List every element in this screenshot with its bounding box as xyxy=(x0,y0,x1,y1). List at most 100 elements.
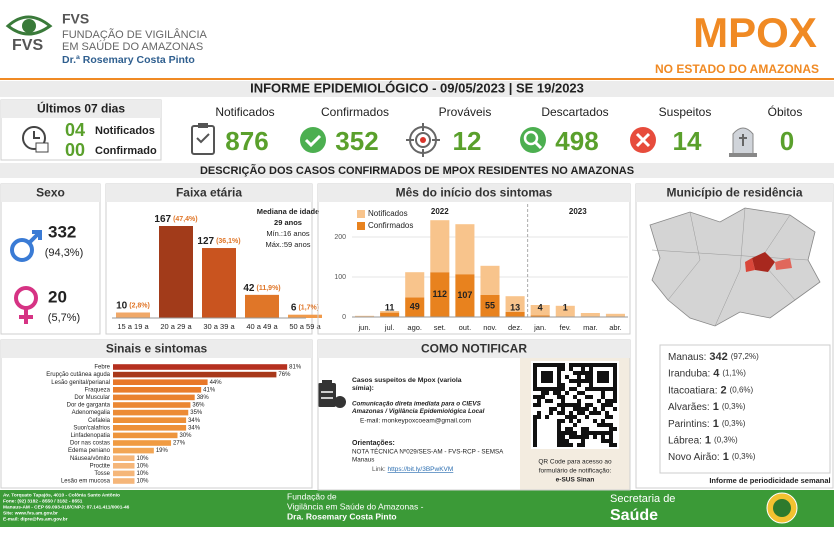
municipality-row: Lábrea: 1 (0,3%) xyxy=(668,434,738,446)
qr-cell xyxy=(593,387,597,391)
x-tick-label: 20 a 29 a xyxy=(160,322,192,331)
bar xyxy=(113,470,135,477)
y-tick-label: 200 xyxy=(334,234,346,241)
qr-cell xyxy=(605,363,609,367)
municipality-percent: (1,1%) xyxy=(722,369,746,378)
footer-secretariat: Secretaria de xyxy=(610,493,675,505)
municipality-percent: (0,3%) xyxy=(732,452,756,461)
qr-cell xyxy=(589,363,593,367)
municipality-name: Parintins: xyxy=(668,418,710,429)
qr-cell xyxy=(601,419,605,423)
cases-text: Casos suspeitos de Mpox (variola xyxy=(352,377,462,384)
municipality-value: 2 xyxy=(720,384,726,396)
y-tick-label: Lesão em mucosa xyxy=(61,479,111,485)
data-label: 10% xyxy=(137,479,150,485)
qr-cell xyxy=(593,435,597,439)
bar-segment xyxy=(430,272,450,317)
qr-cell xyxy=(609,403,613,407)
footer xyxy=(0,490,834,527)
data-label: 10% xyxy=(137,463,150,469)
qr-cell xyxy=(589,383,593,387)
panel-title: Mês do início dos sintomas xyxy=(396,186,553,200)
bar xyxy=(113,463,135,469)
bar-segment xyxy=(455,274,475,317)
qr-cell xyxy=(601,435,605,439)
qr-cell xyxy=(609,423,613,427)
qr-cell xyxy=(573,395,577,399)
x-tick-label: mar. xyxy=(583,323,598,332)
bar-value: 127 xyxy=(197,236,214,247)
qr-cell xyxy=(589,375,593,379)
last-days-header xyxy=(1,100,161,118)
data-label: 112 xyxy=(433,289,448,299)
link[interactable]: https://bit.ly/3BPwKVM xyxy=(388,466,454,473)
qr-cell xyxy=(569,411,573,415)
qr-cell xyxy=(557,371,561,375)
qr-cell xyxy=(609,415,613,419)
x-tick-label: fev. xyxy=(559,323,571,332)
x-tick-label: jan. xyxy=(533,323,546,332)
qr-cell xyxy=(533,419,537,423)
kpi-label: Prováveis xyxy=(439,105,492,119)
legend-swatch xyxy=(357,210,365,218)
municipality-percent: (97,2%) xyxy=(731,352,759,361)
qr-cell xyxy=(557,375,561,379)
qr-cell xyxy=(585,427,589,431)
qr-cell xyxy=(541,391,545,395)
panel-header xyxy=(318,184,630,202)
y-tick-label: Tosse xyxy=(94,471,110,477)
qr-cell xyxy=(605,379,609,383)
notify-icon xyxy=(318,380,346,408)
bar-segment xyxy=(605,313,625,317)
qr-cell xyxy=(585,387,589,391)
bar xyxy=(113,447,154,454)
qr-cell xyxy=(605,403,609,407)
qr-cell xyxy=(613,363,617,367)
qr-cell xyxy=(533,439,537,443)
qr-cell xyxy=(537,403,541,407)
qr-cell xyxy=(557,379,561,383)
qr-cell xyxy=(541,375,545,379)
qr-cell xyxy=(537,415,541,419)
municipality-percent: (0,3%) xyxy=(714,436,738,445)
qr-cell xyxy=(557,435,561,439)
annotation: Mediana de idade xyxy=(257,207,320,216)
qr-cell xyxy=(597,379,601,383)
municipality-row: Novo Airão: 1 (0,3%) xyxy=(668,451,756,463)
legend-label: Notificados xyxy=(368,209,408,218)
note: Informe de periodicidade semanal xyxy=(709,476,830,485)
qr-cell xyxy=(573,435,577,439)
data-label: 27% xyxy=(173,441,186,447)
amazonas-map xyxy=(649,207,821,327)
qr-cell xyxy=(609,435,613,439)
qr-cell xyxy=(565,431,569,435)
qr-cell xyxy=(585,363,589,367)
municipality-name: Lábrea: xyxy=(668,435,702,446)
qr-cell xyxy=(605,387,609,391)
qr-cell xyxy=(569,443,573,447)
male-symbol xyxy=(10,230,42,262)
municipality-value: 1 xyxy=(713,401,719,413)
qr-cell xyxy=(581,411,585,415)
qr-cell xyxy=(585,375,589,379)
qr-cell xyxy=(573,423,577,427)
qr-cell xyxy=(601,363,605,367)
qr-cell xyxy=(569,367,573,371)
bar xyxy=(113,402,191,408)
qr-cell xyxy=(561,403,565,407)
legend-swatch xyxy=(357,222,365,230)
municipality-value: 1 xyxy=(723,451,729,463)
qr-cell xyxy=(597,431,601,435)
bar xyxy=(113,409,189,416)
qr-cell xyxy=(577,435,581,439)
qr-cell xyxy=(589,371,593,375)
qr-cell xyxy=(569,435,573,439)
y-tick-label: Erupção cutânea aguda xyxy=(46,372,110,378)
qr-cell xyxy=(577,403,581,407)
bar-segment xyxy=(555,305,575,317)
municipality-percent: (0,3%) xyxy=(722,419,746,428)
data-label: 36% xyxy=(192,403,205,409)
qr-cell xyxy=(557,431,561,435)
qr-cell xyxy=(605,439,609,443)
qr-cell xyxy=(541,371,545,375)
